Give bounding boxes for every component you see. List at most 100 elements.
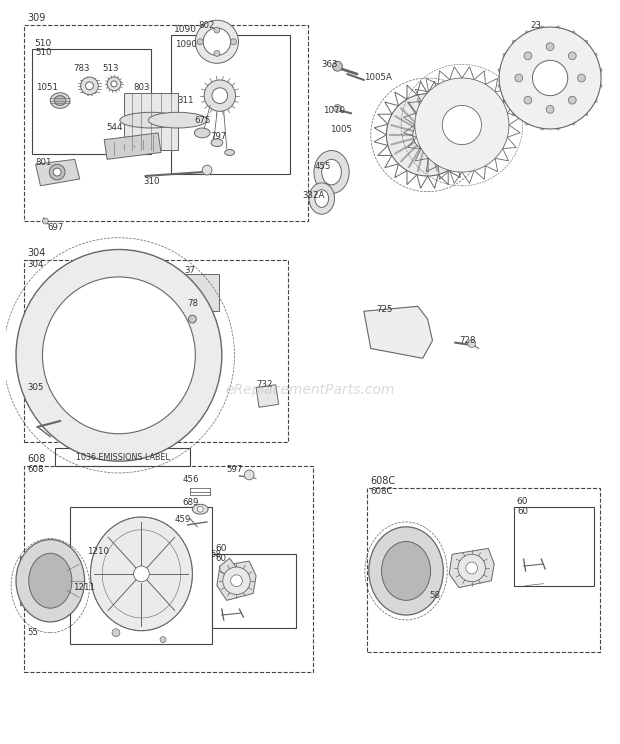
Circle shape bbox=[332, 61, 342, 71]
Circle shape bbox=[569, 52, 576, 60]
Ellipse shape bbox=[16, 539, 84, 622]
Text: 783: 783 bbox=[73, 64, 89, 73]
Text: 728: 728 bbox=[459, 336, 476, 345]
Ellipse shape bbox=[413, 120, 442, 150]
Ellipse shape bbox=[314, 150, 349, 193]
Polygon shape bbox=[498, 63, 505, 78]
Bar bbox=[514, 507, 594, 586]
Circle shape bbox=[197, 506, 203, 512]
Polygon shape bbox=[364, 307, 433, 359]
Text: 60: 60 bbox=[215, 545, 226, 554]
Polygon shape bbox=[503, 51, 512, 63]
Text: 60: 60 bbox=[518, 507, 529, 516]
Text: 78: 78 bbox=[187, 299, 198, 308]
Ellipse shape bbox=[16, 249, 222, 461]
Circle shape bbox=[81, 77, 99, 94]
Polygon shape bbox=[550, 123, 565, 130]
Bar bbox=[178, 274, 219, 311]
Ellipse shape bbox=[54, 96, 66, 106]
Ellipse shape bbox=[309, 183, 335, 214]
Bar bbox=[70, 507, 212, 644]
Text: 55: 55 bbox=[28, 628, 39, 637]
Circle shape bbox=[86, 82, 94, 90]
Text: 544: 544 bbox=[106, 124, 123, 132]
Circle shape bbox=[197, 39, 203, 45]
Text: 1211: 1211 bbox=[73, 583, 95, 592]
Text: 60: 60 bbox=[517, 497, 528, 506]
Text: 304: 304 bbox=[28, 248, 46, 258]
Text: eReplacementParts.com: eReplacementParts.com bbox=[225, 382, 395, 397]
Text: 802: 802 bbox=[198, 21, 215, 30]
Circle shape bbox=[524, 52, 532, 60]
Circle shape bbox=[203, 28, 231, 56]
Text: 510: 510 bbox=[35, 39, 52, 48]
Bar bbox=[124, 93, 178, 150]
Polygon shape bbox=[498, 78, 505, 92]
Polygon shape bbox=[512, 106, 523, 116]
Ellipse shape bbox=[148, 112, 207, 128]
Ellipse shape bbox=[442, 106, 482, 144]
Ellipse shape bbox=[91, 517, 192, 631]
Text: 58: 58 bbox=[430, 591, 441, 600]
Circle shape bbox=[133, 566, 149, 582]
Bar bbox=[24, 260, 288, 442]
Text: 597: 597 bbox=[227, 466, 243, 475]
Circle shape bbox=[204, 80, 236, 112]
Text: 675: 675 bbox=[194, 115, 211, 125]
Circle shape bbox=[112, 629, 120, 637]
Circle shape bbox=[53, 168, 61, 176]
Text: 58: 58 bbox=[210, 550, 221, 559]
Polygon shape bbox=[565, 116, 578, 125]
Polygon shape bbox=[588, 92, 597, 106]
Polygon shape bbox=[512, 40, 523, 51]
Circle shape bbox=[223, 567, 250, 594]
Circle shape bbox=[546, 42, 554, 51]
Circle shape bbox=[50, 164, 65, 180]
Text: 803: 803 bbox=[133, 83, 150, 92]
Circle shape bbox=[214, 51, 220, 57]
Circle shape bbox=[214, 27, 220, 33]
Circle shape bbox=[467, 340, 476, 347]
Polygon shape bbox=[523, 31, 536, 40]
Polygon shape bbox=[523, 116, 536, 125]
Polygon shape bbox=[20, 557, 40, 605]
Circle shape bbox=[244, 470, 254, 480]
Circle shape bbox=[111, 81, 117, 87]
Text: 1090: 1090 bbox=[175, 40, 197, 49]
Circle shape bbox=[231, 575, 242, 586]
Polygon shape bbox=[376, 545, 396, 597]
Circle shape bbox=[546, 106, 554, 113]
Bar bbox=[212, 554, 296, 628]
Text: 510: 510 bbox=[35, 48, 52, 57]
Ellipse shape bbox=[369, 527, 443, 615]
Polygon shape bbox=[565, 31, 578, 40]
Polygon shape bbox=[35, 159, 80, 186]
Polygon shape bbox=[256, 385, 278, 407]
Text: 1090: 1090 bbox=[174, 25, 197, 34]
Circle shape bbox=[334, 104, 342, 112]
Circle shape bbox=[231, 39, 236, 45]
Circle shape bbox=[524, 96, 532, 104]
Polygon shape bbox=[449, 548, 494, 588]
Polygon shape bbox=[595, 63, 603, 78]
Text: 332A: 332A bbox=[302, 191, 324, 200]
Bar bbox=[24, 466, 313, 672]
Text: 459: 459 bbox=[175, 515, 191, 524]
Ellipse shape bbox=[211, 139, 223, 147]
Text: 455: 455 bbox=[315, 161, 332, 170]
Text: 311: 311 bbox=[178, 96, 194, 105]
Circle shape bbox=[107, 77, 121, 91]
Ellipse shape bbox=[42, 277, 195, 434]
Polygon shape bbox=[550, 26, 565, 33]
Text: 363: 363 bbox=[322, 60, 339, 68]
Ellipse shape bbox=[194, 128, 210, 138]
Polygon shape bbox=[588, 51, 597, 63]
Bar bbox=[32, 48, 151, 155]
Text: 1051: 1051 bbox=[35, 83, 58, 92]
Polygon shape bbox=[578, 40, 588, 51]
Text: 608: 608 bbox=[28, 466, 44, 475]
Text: 1036 EMISSIONS LABEL: 1036 EMISSIONS LABEL bbox=[76, 453, 170, 462]
Circle shape bbox=[458, 554, 485, 582]
Circle shape bbox=[569, 96, 576, 104]
Circle shape bbox=[515, 74, 523, 82]
